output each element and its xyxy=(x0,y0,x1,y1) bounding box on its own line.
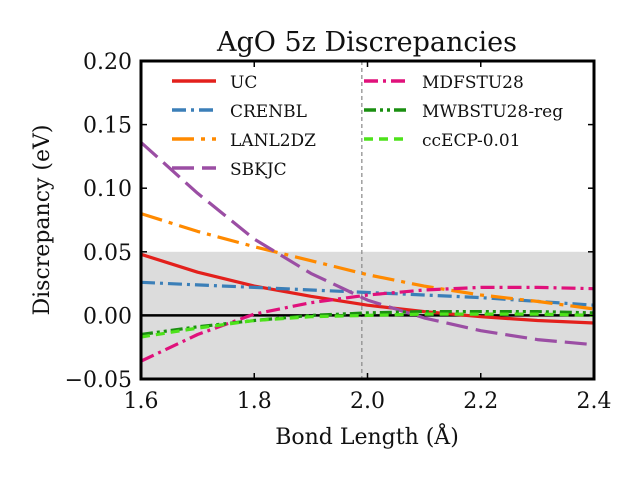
x-axis-label: Bond Length (Å) xyxy=(275,422,459,450)
x-axis-ticks: 1.6 1.8 2.0 2.2 2.4 xyxy=(124,61,612,414)
series-line-sbkjc xyxy=(141,141,594,347)
y-tick-label: 0.15 xyxy=(83,114,132,139)
series-line-mdfstu28 xyxy=(141,285,594,363)
legend-label-sbkjc: SBKJC xyxy=(230,160,287,180)
x-tick-label: 1.6 xyxy=(124,389,159,414)
series-line-uc xyxy=(141,252,594,325)
legend-label-crenbl: CRENBL xyxy=(230,102,307,122)
x-tick-label: 1.8 xyxy=(237,389,272,414)
series-group xyxy=(141,141,594,363)
legend-label-lanl2dz: LANL2DZ xyxy=(230,131,316,151)
legend-label-uc: UC xyxy=(230,73,257,93)
chart-title: AgO 5z Discrepancies xyxy=(216,27,517,58)
y-tick-label: 0.20 xyxy=(83,50,132,75)
y-axis-label: Discrepancy (eV) xyxy=(30,124,55,315)
y-axis-ticks: −0.05 0.00 0.05 0.10 0.15 0.20 xyxy=(65,50,594,393)
legend-label-mwbstu28-reg: MWBSTU28-reg xyxy=(422,102,563,122)
y-tick-label: −0.05 xyxy=(65,368,132,393)
y-tick-label: 0.10 xyxy=(83,177,132,202)
x-tick-label: 2.2 xyxy=(463,389,498,414)
legend-label-ccecp-0-01: ccECP-0.01 xyxy=(422,131,521,151)
x-tick-label: 2.0 xyxy=(350,389,385,414)
legend-label-mdfstu28: MDFSTU28 xyxy=(422,73,524,93)
x-tick-label: 2.4 xyxy=(577,389,612,414)
series-line-crenbl xyxy=(141,280,594,307)
legend: UC CRENBL LANL2DZ SBKJC MDFSTU28 MWBSTU28-reg… xyxy=(172,73,563,180)
y-tick-label: 0.05 xyxy=(83,241,132,266)
y-tick-label: 0.00 xyxy=(83,304,132,329)
series-line-ccecp-0-01 xyxy=(141,312,594,339)
